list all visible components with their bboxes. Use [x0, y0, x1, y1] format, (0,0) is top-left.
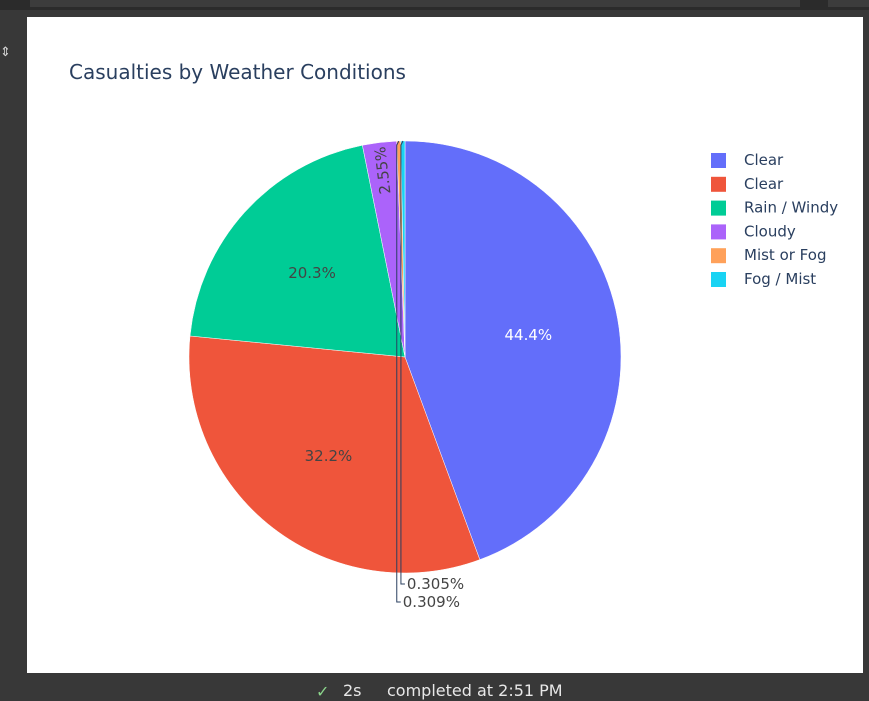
- status-bar: ✓ 2s completed at 2:51 PM: [0, 673, 869, 701]
- slice-label-connector: [396, 140, 401, 603]
- chart-title: Casualties by Weather Conditions: [69, 60, 406, 84]
- pie-chart: Casualties by Weather Conditions 44.4% 32…: [69, 60, 838, 611]
- slice-label-connector: [400, 140, 405, 585]
- legend-swatch[interactable]: [711, 176, 726, 192]
- slice-label: 2.55%: [371, 146, 395, 195]
- legend-item-label[interactable]: Clear: [744, 151, 784, 169]
- top-bar-segment: [828, 0, 869, 7]
- execution-duration: 2s: [343, 681, 362, 700]
- legend: Clear Clear Rain / Windy Cloudy Mist or Fog F…: [711, 151, 838, 288]
- legend-swatch[interactable]: [711, 272, 726, 287]
- output-panel: Casualties by Weather Conditions 44.4% 32…: [27, 17, 863, 673]
- legend-swatch[interactable]: [711, 153, 726, 168]
- cell-gutter: ⇕: [0, 10, 27, 673]
- slice-label: 20.3%: [288, 264, 336, 282]
- slice-label: 44.4%: [504, 326, 552, 344]
- pie-slices: [188, 140, 622, 574]
- slice-label: 0.309%: [403, 593, 460, 611]
- expand-output-icon[interactable]: ⇕: [0, 45, 11, 60]
- legend-item-label[interactable]: Mist or Fog: [744, 246, 826, 264]
- pie-slice[interactable]: [189, 144, 406, 358]
- legend-item-label[interactable]: Fog / Mist: [744, 270, 816, 288]
- pie-slice-labels: 44.4% 32.2% 20.3% 2.55% 0.309%0.305%: [288, 140, 552, 611]
- legend-swatch[interactable]: [711, 200, 726, 216]
- pie-slice[interactable]: [188, 335, 481, 574]
- completion-time: completed at 2:51 PM: [387, 681, 563, 700]
- pie-slice[interactable]: [404, 140, 622, 560]
- slice-label: 0.305%: [407, 575, 464, 593]
- legend-swatch[interactable]: [711, 224, 726, 240]
- legend-item-label[interactable]: Rain / Windy: [744, 199, 838, 217]
- check-icon: ✓: [316, 682, 330, 701]
- legend-item-label[interactable]: Clear: [744, 175, 784, 193]
- scrollbar-track[interactable]: [863, 10, 869, 673]
- top-bar: [0, 0, 869, 10]
- legend-item-label[interactable]: Cloudy: [744, 222, 796, 240]
- slice-label: 32.2%: [305, 447, 353, 465]
- legend-swatch[interactable]: [711, 248, 726, 264]
- top-bar-segment: [30, 0, 800, 7]
